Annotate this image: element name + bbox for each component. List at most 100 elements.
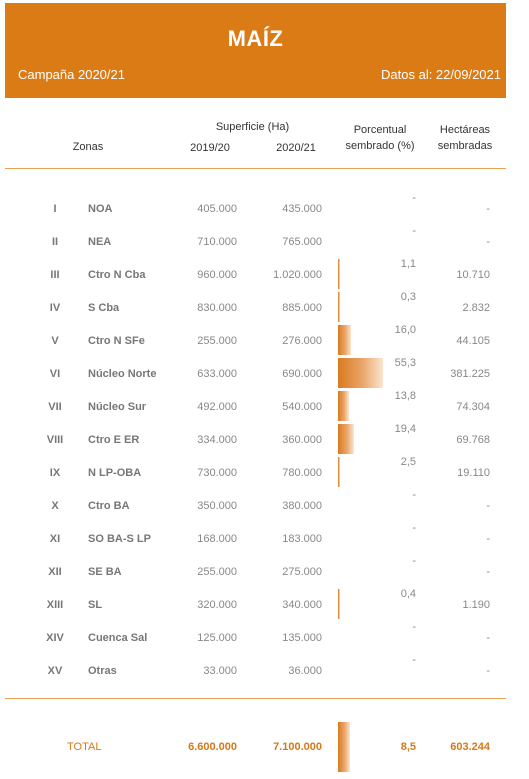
total-superficie-2020-21: 7.100.000 bbox=[273, 741, 322, 753]
data-date-label: Datos al: 22/09/2021 bbox=[381, 67, 501, 82]
superficie-2019-20: 633.000 bbox=[197, 368, 237, 380]
total-divider bbox=[5, 698, 506, 699]
superficie-2020-21: 540.000 bbox=[282, 401, 322, 413]
column-header-zonas: Zonas bbox=[72, 141, 104, 153]
zone-name: Núcleo Sur bbox=[88, 401, 147, 413]
campaign-label: Campaña 2020/21 bbox=[18, 67, 125, 82]
porcentual-sembrado: - bbox=[412, 225, 416, 237]
porcentual-sembrado: - bbox=[412, 555, 416, 567]
table-row: IX N LP-OBA 730.000 780.000 2,5 19.110 bbox=[0, 456, 529, 487]
zone-name: SO BA-S LP bbox=[88, 533, 151, 545]
superficie-2020-21: 1.020.000 bbox=[273, 269, 322, 281]
superficie-2019-20: 125.000 bbox=[197, 632, 237, 644]
porcentual-sembrado: 19,4 bbox=[394, 423, 416, 435]
zone-number: XII bbox=[48, 566, 62, 578]
hectareas-sembradas: 10.710 bbox=[456, 269, 490, 281]
zone-name: Ctro N Cba bbox=[88, 269, 146, 281]
column-header-porcentual-line1: Porcentual bbox=[353, 124, 407, 136]
table-row: VI Núcleo Norte 633.000 690.000 55,3 381.225 bbox=[0, 357, 529, 388]
column-header-year2: 2020/21 bbox=[276, 142, 316, 154]
table-row: X Ctro BA 350.000 380.000 - - bbox=[0, 489, 529, 517]
superficie-2019-20: 960.000 bbox=[197, 269, 237, 281]
porcentual-sembrado: 55,3 bbox=[394, 357, 416, 369]
superficie-2019-20: 710.000 bbox=[197, 236, 237, 248]
superficie-2019-20: 334.000 bbox=[197, 434, 237, 446]
zone-name: Ctro N SFe bbox=[88, 335, 145, 347]
superficie-2019-20: 255.000 bbox=[197, 335, 237, 347]
column-header-hectareas-line1: Hectáreas bbox=[439, 124, 491, 136]
table-row: XI SO BA-S LP 168.000 183.000 - - bbox=[0, 522, 529, 550]
zone-name: N LP-OBA bbox=[88, 467, 142, 479]
porcentual-sembrado: - bbox=[412, 489, 416, 501]
zone-number: IV bbox=[49, 302, 61, 314]
porcentual-sembrado: 16,0 bbox=[394, 324, 416, 336]
superficie-2019-20: 320.000 bbox=[197, 599, 237, 611]
hectareas-sembradas: - bbox=[486, 665, 490, 677]
hectareas-sembradas: - bbox=[486, 632, 490, 644]
superficie-2019-20: 33.000 bbox=[203, 665, 237, 677]
zone-number: XIII bbox=[46, 599, 64, 611]
porcentual-sembrado: - bbox=[412, 621, 416, 633]
column-header-porcentual: Porcentual sembrado (%) bbox=[335, 122, 425, 154]
zone-name: Cuenca Sal bbox=[88, 632, 148, 644]
total-hectareas: 603.244 bbox=[450, 741, 490, 753]
superficie-2020-21: 380.000 bbox=[282, 500, 322, 512]
percentage-bar bbox=[338, 259, 340, 289]
hectareas-sembradas: 2.832 bbox=[462, 302, 490, 314]
superficie-2020-21: 276.000 bbox=[282, 335, 322, 347]
zone-number: XI bbox=[49, 533, 61, 545]
superficie-2020-21: 36.000 bbox=[288, 665, 322, 677]
superficie-2020-21: 135.000 bbox=[282, 632, 322, 644]
percentage-bar bbox=[338, 589, 340, 619]
superficie-2020-21: 360.000 bbox=[282, 434, 322, 446]
hectareas-sembradas: 19.110 bbox=[457, 467, 490, 479]
porcentual-sembrado: 13,8 bbox=[394, 390, 416, 402]
zone-number: II bbox=[51, 236, 59, 248]
superficie-2019-20: 350.000 bbox=[197, 500, 237, 512]
page-title: MAÍZ bbox=[227, 26, 284, 51]
table-row: VIII Ctro E ER 334.000 360.000 19,4 69.768 bbox=[0, 423, 529, 454]
hectareas-sembradas: - bbox=[486, 566, 490, 578]
hectareas-sembradas: 69.768 bbox=[456, 434, 490, 446]
column-header-hectareas: Hectáreas sembradas bbox=[425, 122, 505, 154]
hectareas-sembradas: 381.225 bbox=[450, 368, 490, 380]
total-superficie-2019-20: 6.600.000 bbox=[188, 741, 237, 753]
zone-name: Otras bbox=[88, 665, 117, 677]
column-header-hectareas-line2: sembradas bbox=[437, 140, 493, 152]
zone-number: V bbox=[51, 335, 59, 347]
total-percentage-bar bbox=[338, 722, 350, 772]
percentage-bar bbox=[338, 391, 350, 421]
percentage-bar bbox=[338, 457, 341, 487]
table-row: VII Núcleo Sur 492.000 540.000 13,8 74.304 bbox=[0, 390, 529, 421]
title-banner: MAÍZ Campaña 2020/21 Datos al: 22/09/202… bbox=[5, 3, 506, 98]
zone-name: Núcleo Norte bbox=[88, 368, 157, 380]
header-divider bbox=[5, 168, 506, 169]
porcentual-sembrado: 0,4 bbox=[400, 588, 416, 600]
percentage-bar bbox=[338, 292, 340, 322]
zone-number: X bbox=[51, 500, 59, 512]
superficie-2019-20: 830.000 bbox=[197, 302, 237, 314]
porcentual-sembrado: 1,1 bbox=[400, 258, 416, 270]
superficie-2020-21: 690.000 bbox=[282, 368, 322, 380]
zone-name: S Cba bbox=[88, 302, 120, 314]
table-row: XV Otras 33.000 36.000 - - bbox=[0, 654, 529, 682]
porcentual-sembrado: - bbox=[412, 522, 416, 534]
superficie-2019-20: 168.000 bbox=[197, 533, 237, 545]
zone-number: VIII bbox=[46, 434, 64, 446]
superficie-2020-21: 765.000 bbox=[282, 236, 322, 248]
table-row: I NOA 405.000 435.000 - - bbox=[0, 192, 529, 220]
hectareas-sembradas: - bbox=[486, 500, 490, 512]
zone-number: I bbox=[53, 203, 57, 215]
superficie-2020-21: 885.000 bbox=[282, 302, 322, 314]
column-header-superficie: Superficie (Ha) bbox=[215, 121, 290, 133]
zone-number: XV bbox=[47, 665, 63, 677]
porcentual-sembrado: 0,3 bbox=[400, 291, 416, 303]
percentage-bar bbox=[338, 358, 383, 388]
table-row: V Ctro N SFe 255.000 276.000 16,0 44.105 bbox=[0, 324, 529, 355]
hectareas-sembradas: 74.304 bbox=[456, 401, 490, 413]
porcentual-sembrado: - bbox=[412, 192, 416, 204]
percentage-bar bbox=[338, 424, 354, 454]
zone-name: SE BA bbox=[88, 566, 122, 578]
table-row: XIII SL 320.000 340.000 0,4 1.190 bbox=[0, 588, 529, 619]
table-row: III Ctro N Cba 960.000 1.020.000 1,1 10.710 bbox=[0, 258, 529, 289]
